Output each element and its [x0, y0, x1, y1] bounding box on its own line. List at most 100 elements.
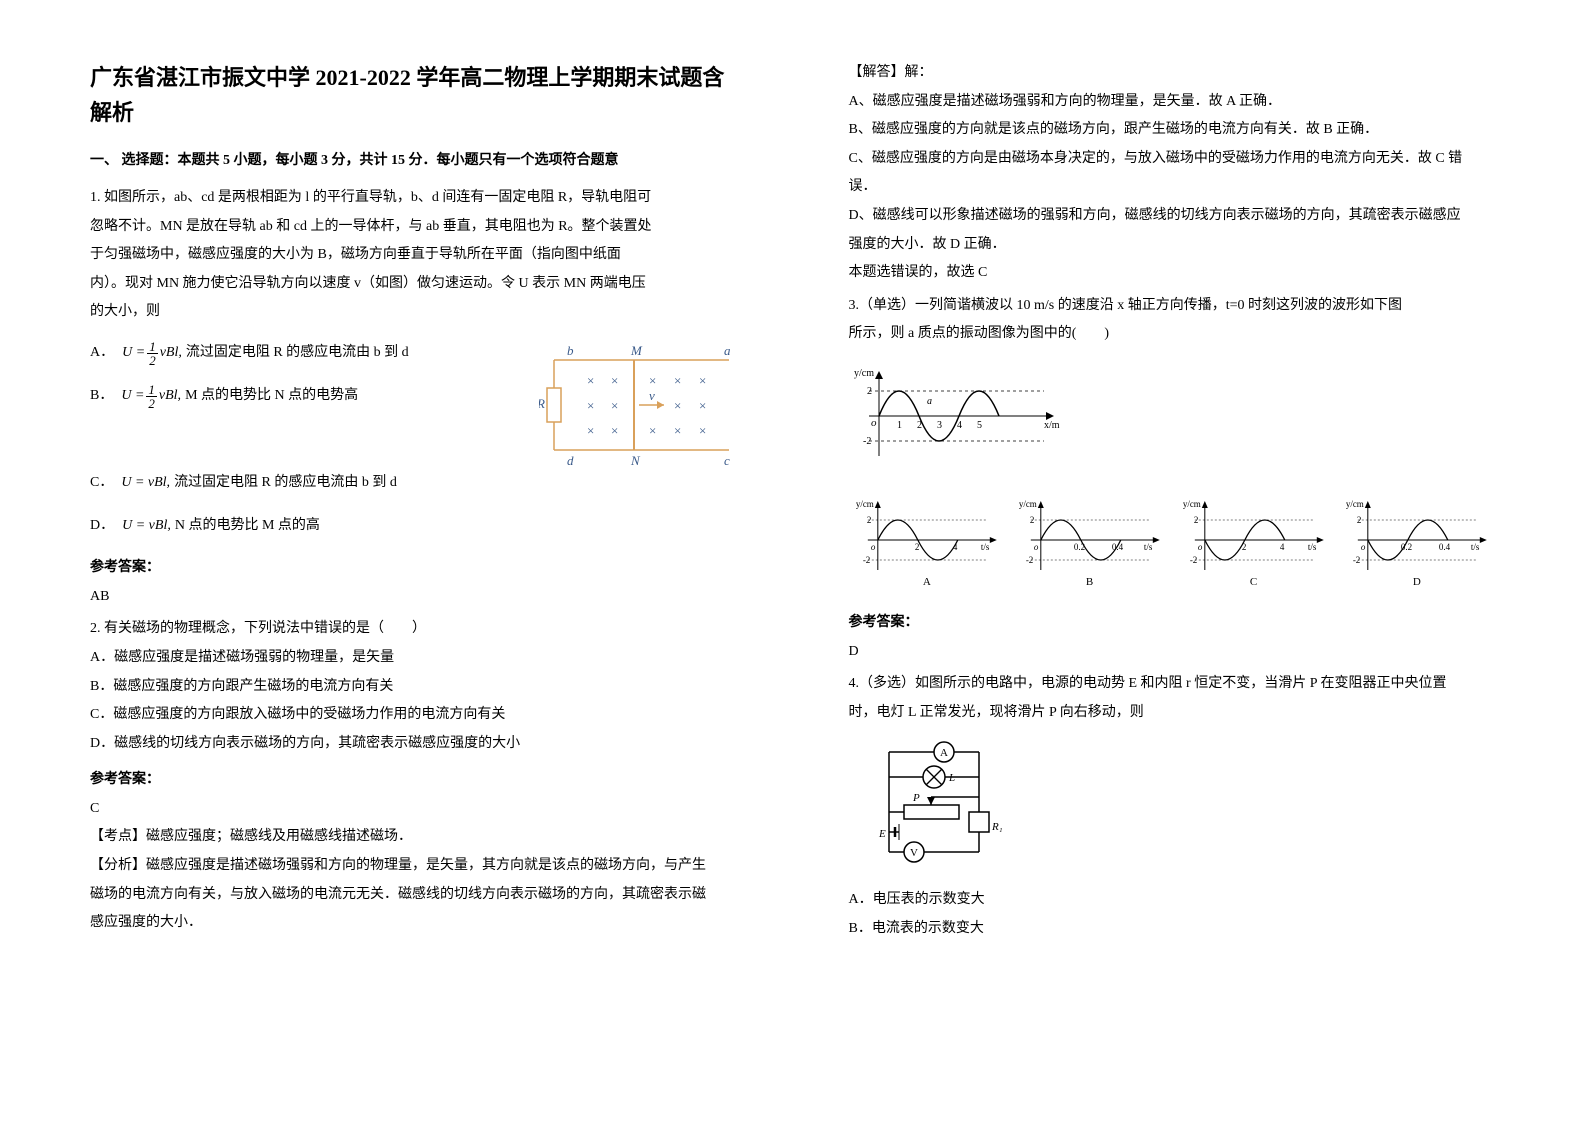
q1-stem-line: 忽略不计。MN 是放在导轨 ab 和 cd 上的一导体杆，与 ab 垂直，其电阻… — [90, 214, 739, 241]
q2-answer: C — [90, 796, 739, 823]
formula: U = vBl, — [122, 513, 171, 540]
q2-analysis-line: 【分析】磁感应强度是描述磁场强弱和方向的物理量，是矢量，其方向就是该点的磁场方向… — [90, 853, 739, 880]
svg-text:2: 2 — [1357, 515, 1362, 525]
fraction: 1 2 — [146, 383, 157, 410]
q1-answer: AB — [90, 584, 739, 611]
svg-text:o: o — [1361, 542, 1366, 552]
svg-text:R: R — [539, 396, 545, 411]
question-3: 3.（单选）一列简谐横波以 10 m/s 的速度沿 x 轴正方向传播，t=0 时… — [849, 293, 1498, 666]
q4-circuit-diagram: A L P R₁ V — [869, 737, 1009, 867]
svg-text:t/s: t/s — [1308, 542, 1317, 552]
q4-stem-line: 4.（多选）如图所示的电路中，电源的电动势 E 和内阻 r 恒定不变，当滑片 P… — [849, 671, 1498, 698]
svg-text:2: 2 — [1030, 515, 1035, 525]
option-text: 流过固定电阻 R 的感应电流由 b 到 d — [186, 340, 409, 367]
svg-text:4: 4 — [1280, 542, 1285, 552]
svg-text:o: o — [870, 542, 875, 552]
q2-kaodian: 【考点】磁感应强度；磁感线及用磁感线描述磁场． — [90, 824, 739, 851]
svg-text:P: P — [912, 792, 920, 804]
svg-text:2: 2 — [867, 386, 872, 397]
svg-text:y/cm: y/cm — [1346, 499, 1364, 509]
formula: U = vBl, — [121, 470, 170, 497]
svg-text:D: D — [1413, 576, 1421, 588]
option-label: A． — [90, 340, 114, 367]
q1-circuit-diagram: ×× ××× ×× ×× ×× ××× b M a d N c — [539, 340, 739, 470]
q1-option-b: B． U = 1 2 vBl, M 点的电势比 N 点的电势高 — [90, 383, 539, 410]
q3-option-b-graph: y/cm 2 -2 0.2 0.4 t/s o B — [1012, 495, 1170, 601]
q3-main-wave-diagram: y/cm 2 -2 1 2 3 4 5 x/m a o — [849, 356, 1069, 476]
svg-text:2: 2 — [1194, 515, 1199, 525]
svg-text:5: 5 — [977, 420, 982, 431]
svg-text:t/s: t/s — [980, 542, 989, 552]
question-4: 4.（多选）如图所示的电路中，电源的电动势 E 和内阻 r 恒定不变，当滑片 P… — [849, 671, 1498, 942]
svg-text:×: × — [587, 423, 594, 438]
solution-line: 误． — [849, 174, 1498, 201]
q3-stem-line: 3.（单选）一列简谐横波以 10 m/s 的速度沿 x 轴正方向传播，t=0 时… — [849, 293, 1498, 320]
svg-text:B: B — [1086, 576, 1093, 588]
q1-option-a: A． U = 1 2 vBl, 流过固定电阻 R 的感应电流由 b 到 d — [90, 340, 539, 367]
q2-option-d: D．磁感线的切线方向表示磁场的方向，其疏密表示磁感应强度的大小 — [90, 731, 739, 758]
fraction: 1 2 — [147, 340, 158, 367]
svg-text:×: × — [587, 398, 594, 413]
svg-text:×: × — [699, 398, 706, 413]
option-label: B． — [90, 383, 113, 410]
svg-text:v: v — [649, 388, 655, 403]
formula-rhs: vBl, — [159, 383, 181, 410]
svg-text:L: L — [948, 772, 955, 784]
svg-text:2: 2 — [914, 542, 919, 552]
q4-option-a: A．电压表的示数变大 — [849, 887, 1498, 914]
svg-text:y/cm: y/cm — [854, 368, 874, 379]
formula-lhs: U = — [121, 383, 144, 410]
svg-text:o: o — [1034, 542, 1039, 552]
svg-text:4: 4 — [952, 542, 957, 552]
svg-text:2: 2 — [917, 420, 922, 431]
svg-text:a: a — [927, 396, 932, 407]
svg-text:0.2: 0.2 — [1401, 542, 1412, 552]
option-text: N 点的电势比 M 点的高 — [175, 513, 320, 540]
svg-text:×: × — [649, 423, 656, 438]
svg-text:V: V — [910, 847, 918, 859]
svg-text:A: A — [940, 747, 948, 759]
svg-text:o: o — [871, 417, 877, 429]
solution-head: 【解答】解： — [849, 60, 1498, 87]
q3-options-row: y/cm 2 -2 2 4 t/s o A — [849, 495, 1498, 601]
section-heading: 一、 选择题：本题共 5 小题，每小题 3 分，共计 15 分．每小题只有一个选… — [90, 148, 739, 175]
q2-analysis-line: 感应强度的大小． — [90, 910, 739, 937]
svg-text:y/cm: y/cm — [1183, 499, 1201, 509]
option-text: M 点的电势比 N 点的电势高 — [185, 383, 358, 410]
svg-text:y/cm: y/cm — [855, 499, 873, 509]
svg-text:×: × — [674, 398, 681, 413]
svg-text:×: × — [611, 373, 618, 388]
solution-line: 强度的大小．故 D 正确． — [849, 232, 1498, 259]
svg-text:4: 4 — [957, 420, 962, 431]
svg-text:1: 1 — [897, 420, 902, 431]
svg-text:x/m: x/m — [1044, 420, 1060, 431]
q1-stem-line: 1. 如图所示，ab、cd 是两根相距为 l 的平行直导轨，b、d 间连有一固定… — [90, 185, 739, 212]
svg-text:N: N — [630, 453, 641, 468]
q1-stem-line: 的大小，则 — [90, 299, 739, 326]
svg-text:t/s: t/s — [1471, 542, 1480, 552]
svg-text:2: 2 — [866, 515, 871, 525]
q3-option-c-graph: y/cm 2 -2 2 4 t/s o C — [1176, 495, 1334, 601]
page-title: 广东省湛江市振文中学 2021-2022 学年高二物理上学期期末试题含解析 — [90, 60, 739, 130]
svg-text:a: a — [724, 343, 731, 358]
answer-heading: 参考答案： — [90, 555, 739, 582]
option-label: C． — [90, 470, 113, 497]
solution-line: B、磁感应强度的方向就是该点的磁场方向，跟产生磁场的电流方向有关．故 B 正确． — [849, 117, 1498, 144]
question-1: 1. 如图所示，ab、cd 是两根相距为 l 的平行直导轨，b、d 间连有一固定… — [90, 185, 739, 610]
svg-text:M: M — [630, 343, 643, 358]
q3-option-a-graph: y/cm 2 -2 2 4 t/s o A — [849, 495, 1007, 601]
svg-text:×: × — [611, 423, 618, 438]
q2-option-b: B．磁感应强度的方向跟产生磁场的电流方向有关 — [90, 674, 739, 701]
svg-text:-2: -2 — [1190, 555, 1198, 565]
svg-text:-2: -2 — [863, 436, 871, 447]
q3-stem-line: 所示，则 a 质点的振动图像为图中的( ) — [849, 321, 1498, 348]
svg-text:A: A — [922, 576, 930, 588]
svg-text:c: c — [724, 453, 730, 468]
q2-analysis-line: 磁场的电流方向有关，与放入磁场的电流元无关．磁感线的切线方向表示磁场的方向，其疏… — [90, 882, 739, 909]
solution-line: C、磁感应强度的方向是由磁场本身决定的，与放入磁场中的受磁场力作用的电流方向无关… — [849, 146, 1498, 173]
svg-text:R₁: R₁ — [991, 821, 1003, 833]
svg-text:×: × — [674, 373, 681, 388]
svg-text:0.2: 0.2 — [1074, 542, 1085, 552]
q3-option-d-graph: y/cm 2 -2 0.2 0.4 t/s o D — [1339, 495, 1497, 601]
svg-text:-2: -2 — [862, 555, 870, 565]
